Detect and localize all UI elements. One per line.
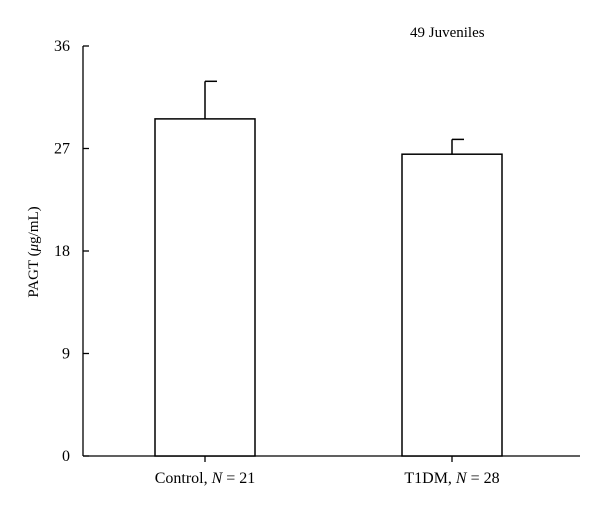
x-tick-label-t1dm-name: T1DM [404,470,448,487]
y-axis-title: PAGT (μg/mL) [26,206,42,297]
x-tick-label-t1dm-value: = 28 [471,470,500,487]
x-tick-label-control-value: = 21 [226,470,255,487]
y-axis-title-prefix: PAGT ( [26,251,42,297]
x-tick-label-t1dm-comma: , [448,470,456,487]
bar-control [154,118,256,457]
x-tick-label-t1dm-n: N [455,470,468,487]
y-tick-label-0: 0 [62,448,70,465]
y-tick-label-9: 9 [62,346,70,363]
x-tick-label-control-n: N [211,470,224,487]
bar-t1dm [401,153,503,457]
plot-area: 0 9 18 27 36 [54,38,580,465]
y-axis-title-mu: μ [26,243,42,252]
x-tick-label-control-name: Control [155,470,204,487]
x-tick-label-t1dm: T1DM, N = 28 [404,470,499,487]
y-tick-label-36: 36 [54,38,70,55]
x-tick-label-control: Control, N = 21 [155,470,256,487]
annotation-juveniles: 49 Juveniles [410,25,485,41]
y-tick-label-27: 27 [54,141,70,158]
y-tick-label-18: 18 [54,243,70,260]
x-tick-label-control-comma: , [204,470,212,487]
y-axis-title-suffix: g/mL) [26,206,42,244]
